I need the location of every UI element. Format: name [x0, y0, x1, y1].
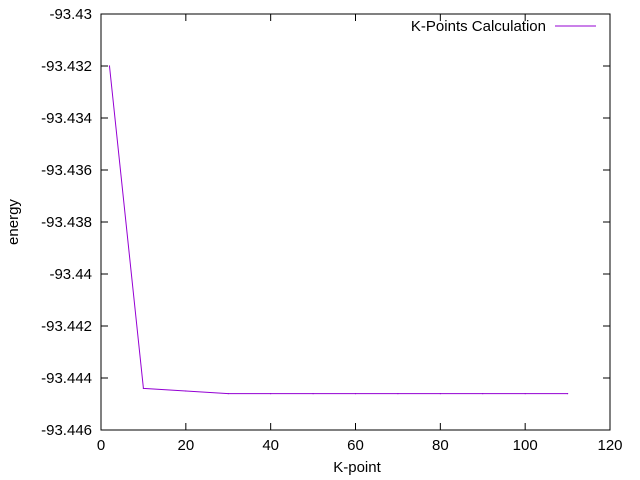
legend: K-Points Calculation — [411, 18, 596, 35]
y-tick-label: -93.436 — [41, 162, 92, 179]
data-point — [482, 393, 484, 395]
data-point — [108, 65, 111, 67]
data-point — [312, 393, 314, 395]
y-tick-label: -93.44 — [49, 266, 92, 283]
plot-border — [100, 13, 611, 431]
data-point — [566, 393, 569, 395]
series-layer — [108, 65, 569, 395]
x-tick-label: 80 — [432, 437, 449, 454]
data-point — [227, 393, 229, 395]
x-tick-label: 100 — [513, 437, 538, 454]
data-point — [439, 393, 441, 395]
x-tick-label: 120 — [597, 437, 622, 454]
x-axis-label: K-point — [333, 459, 381, 476]
y-tick-label: -93.444 — [41, 370, 92, 387]
x-tick-label: 20 — [177, 437, 194, 454]
x-tick-label: 0 — [97, 437, 105, 454]
x-axis: 0 20 40 60 80 100 120 — [97, 14, 623, 454]
y-axis: -93.43 -93.432 -93.434 -93.436 -93.438 -93.44… — [41, 6, 610, 439]
x-tick-label: 60 — [347, 437, 364, 454]
data-point — [185, 390, 187, 392]
plot-frame — [100, 13, 611, 431]
legend-label: K-Points Calculation — [411, 18, 546, 35]
y-tick-label: -93.446 — [41, 422, 92, 439]
y-tick-label: -93.43 — [49, 6, 92, 23]
y-tick-label: -93.442 — [41, 318, 92, 335]
data-point — [397, 393, 399, 395]
y-tick-label: -93.432 — [41, 58, 92, 75]
series-line — [108, 65, 568, 395]
data-point — [142, 387, 145, 389]
data-point — [524, 393, 526, 395]
y-tick-label: -93.434 — [41, 110, 92, 127]
data-point — [354, 393, 357, 395]
x-tick-label: 40 — [262, 437, 279, 454]
y-tick-label: -93.438 — [41, 214, 92, 231]
y-axis-label: energy — [5, 199, 22, 245]
data-point — [270, 393, 272, 395]
